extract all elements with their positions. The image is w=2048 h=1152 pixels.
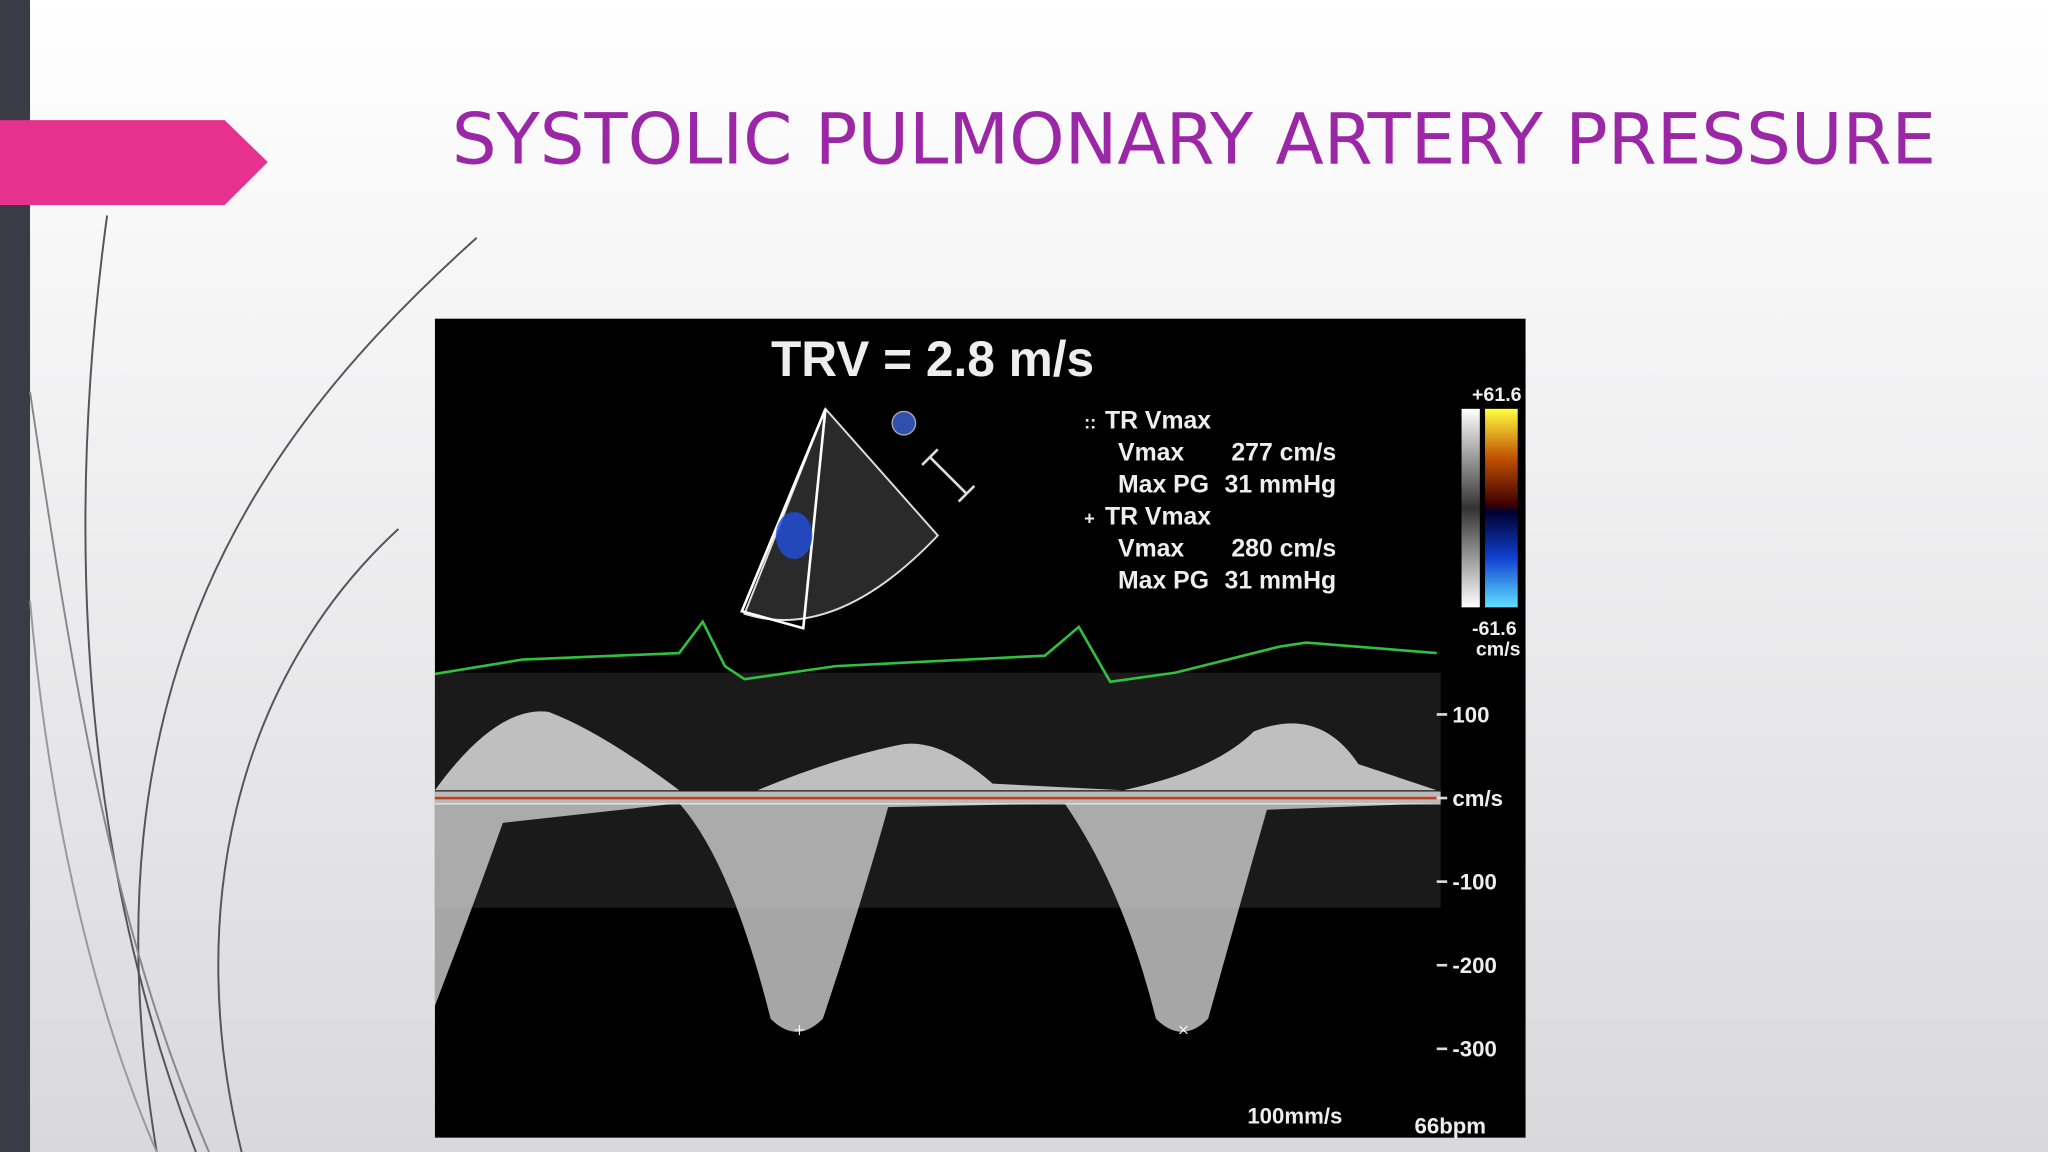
sweep-speed: 100mm/s bbox=[1247, 1103, 1342, 1128]
title-arrow bbox=[0, 120, 268, 206]
velocity-label: -100 bbox=[1452, 869, 1496, 894]
velocity-label: -300 bbox=[1452, 1037, 1496, 1062]
measurement-name: Vmax bbox=[1118, 439, 1184, 466]
scale-unit: cm/s bbox=[1476, 639, 1521, 661]
velocity-label: cm/s bbox=[1452, 786, 1503, 811]
decorative-curves bbox=[29, 215, 478, 1152]
measurement-name: Vmax bbox=[1118, 535, 1184, 562]
velocity-label: 100 bbox=[1452, 702, 1489, 727]
marker-symbol: + bbox=[1084, 507, 1095, 528]
image-heading: TRV = 2.8 m/s bbox=[771, 331, 1094, 387]
measurement-label: TR Vmax bbox=[1105, 503, 1211, 530]
velocity-label: -200 bbox=[1452, 953, 1496, 978]
measurement-value: 31 mmHg bbox=[1225, 567, 1337, 594]
measurement-name: Max PG bbox=[1118, 567, 1209, 594]
measurement-value: 277 cm/s bbox=[1231, 439, 1336, 466]
scale-bottom: -61.6 bbox=[1472, 618, 1517, 640]
measurement-value: 280 cm/s bbox=[1231, 535, 1336, 562]
slide-title: SYSTOLIC PULMONARY ARTERY PRESSURE bbox=[452, 98, 1936, 180]
measurement-name: Max PG bbox=[1118, 471, 1209, 498]
marker-symbol: :: bbox=[1084, 411, 1096, 432]
svg-text:×: × bbox=[1177, 1018, 1189, 1042]
measurement-value: 31 mmHg bbox=[1225, 471, 1337, 498]
svg-text:+: + bbox=[793, 1018, 805, 1042]
scale-top: +61.6 bbox=[1472, 384, 1522, 406]
heart-rate: 66bpm bbox=[1415, 1114, 1487, 1139]
measurement-label: TR Vmax bbox=[1105, 407, 1211, 434]
